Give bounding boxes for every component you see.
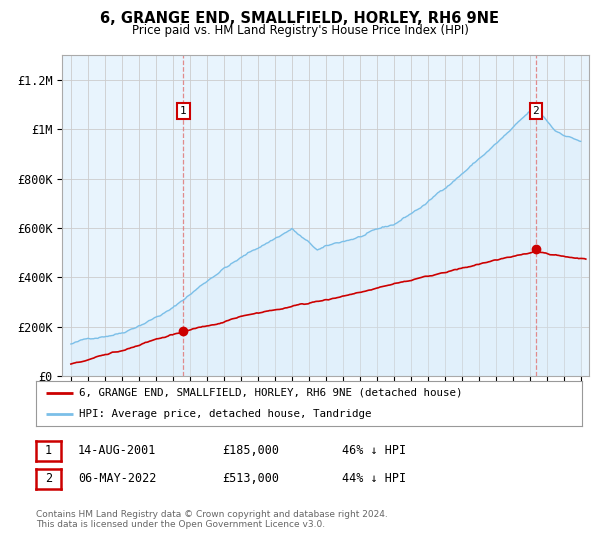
Text: Price paid vs. HM Land Registry's House Price Index (HPI): Price paid vs. HM Land Registry's House … <box>131 24 469 37</box>
Text: 06-MAY-2022: 06-MAY-2022 <box>78 472 157 486</box>
Text: £185,000: £185,000 <box>222 444 279 458</box>
Text: £513,000: £513,000 <box>222 472 279 486</box>
Text: HPI: Average price, detached house, Tandridge: HPI: Average price, detached house, Tand… <box>79 408 371 418</box>
Text: 6, GRANGE END, SMALLFIELD, HORLEY, RH6 9NE (detached house): 6, GRANGE END, SMALLFIELD, HORLEY, RH6 9… <box>79 388 462 398</box>
Text: 1: 1 <box>45 444 52 458</box>
Text: 44% ↓ HPI: 44% ↓ HPI <box>342 472 406 486</box>
Text: 46% ↓ HPI: 46% ↓ HPI <box>342 444 406 458</box>
Text: 6, GRANGE END, SMALLFIELD, HORLEY, RH6 9NE: 6, GRANGE END, SMALLFIELD, HORLEY, RH6 9… <box>101 11 499 26</box>
Text: 14-AUG-2001: 14-AUG-2001 <box>78 444 157 458</box>
Text: 2: 2 <box>532 106 539 116</box>
Text: Contains HM Land Registry data © Crown copyright and database right 2024.
This d: Contains HM Land Registry data © Crown c… <box>36 510 388 529</box>
Text: 2: 2 <box>45 472 52 486</box>
Text: 1: 1 <box>180 106 187 116</box>
